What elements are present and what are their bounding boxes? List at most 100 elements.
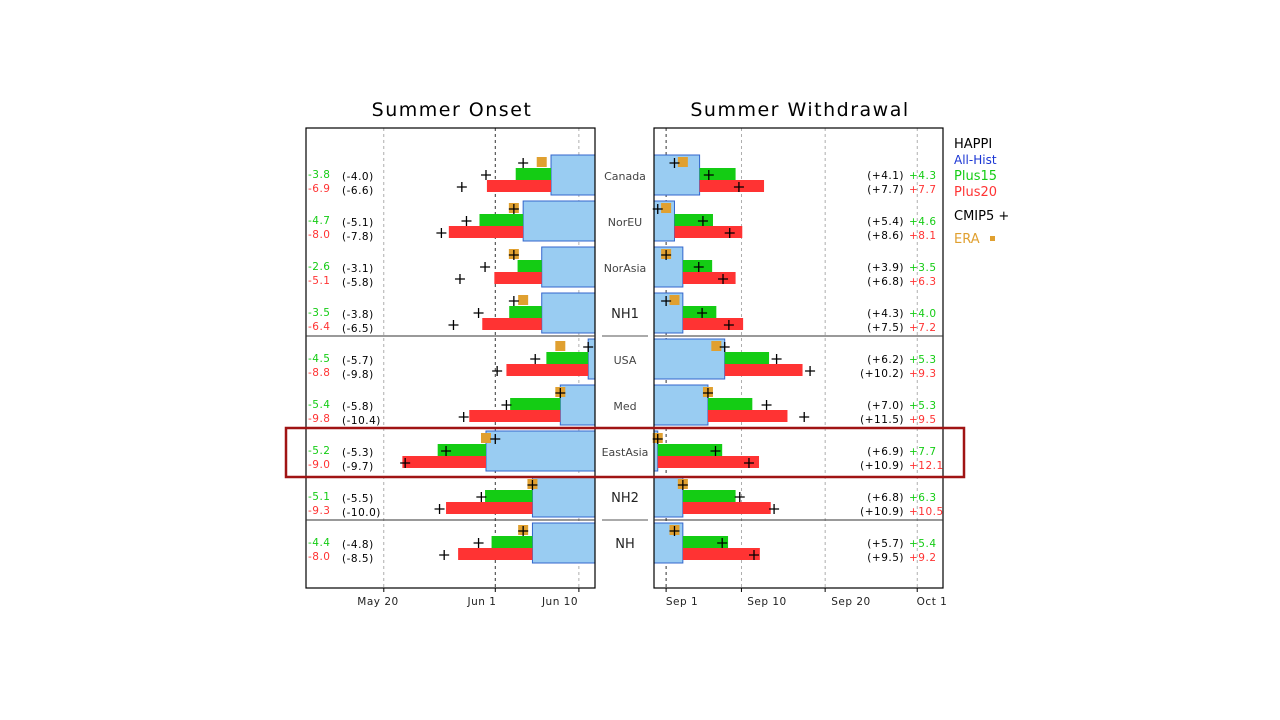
cmip5-hist-marker — [527, 480, 538, 490]
era-marker — [518, 295, 529, 305]
cmip5-plus20-value: (-7.8) — [342, 231, 374, 243]
plus20-value: +10.5 — [909, 506, 944, 518]
panel-frame — [653, 127, 944, 589]
cmip5-hist-marker — [508, 296, 519, 306]
markers-layer — [400, 157, 816, 560]
plus20-value: -9.3 — [308, 505, 331, 517]
plus15-value: +3.5 — [909, 262, 937, 274]
era-marker — [677, 157, 688, 167]
legend-era-swatch — [990, 236, 995, 241]
cmip5-plus15-value: (+6.2) — [867, 354, 904, 366]
region-label: NH1 — [611, 307, 639, 322]
cmip5-plus20-value: (-6.5) — [342, 323, 374, 335]
highlight-box — [284, 426, 966, 479]
plus15-bar — [699, 168, 736, 180]
cmip5-plus20-marker — [439, 550, 450, 560]
panel-frame — [305, 127, 596, 589]
all-hist-bar — [522, 200, 596, 242]
cmip5-plus20-marker — [400, 458, 411, 468]
cmip5-hist-marker — [583, 342, 594, 352]
x-tick-label: Sep 10 — [747, 596, 787, 608]
cmip5-plus15-value: (-4.8) — [342, 539, 374, 551]
cmip5-plus20-value: (+7.7) — [867, 184, 904, 196]
plus15-value: +5.4 — [909, 538, 937, 550]
x-tick-label: Jun 1 — [467, 596, 497, 608]
plus15-value: -5.2 — [308, 445, 331, 457]
all-hist-bar — [541, 246, 596, 288]
cmip5-hist-marker — [518, 158, 529, 168]
region-label: Med — [613, 400, 636, 413]
legend-item: Plus15 — [954, 169, 997, 184]
plus20-value: -6.9 — [308, 183, 331, 195]
cmip5-plus20-marker — [799, 412, 810, 422]
cmip5-plus15-value: (+5.4) — [867, 216, 904, 228]
cmip5-plus20-value: (-5.8) — [342, 277, 374, 289]
all-hist-bar — [550, 154, 596, 196]
cmip5-plus20-value: (+10.9) — [860, 460, 904, 472]
era-marker — [480, 433, 491, 443]
cmip5-plus20-marker — [492, 366, 503, 376]
era-marker — [661, 203, 672, 213]
plus15-bar — [724, 352, 770, 364]
era-marker — [555, 341, 566, 351]
cmip5-plus15-marker — [703, 170, 714, 180]
cmip5-plus20-value: (-9.8) — [342, 369, 374, 381]
all-hist-bar — [531, 522, 596, 564]
cmip5-plus15-marker — [473, 308, 484, 318]
plus20-value: -8.0 — [308, 551, 331, 563]
plus15-bar — [682, 306, 717, 318]
plus15-bar — [682, 536, 729, 548]
legend-title: HAPPI — [954, 137, 992, 152]
era-marker — [669, 295, 680, 305]
plus20-value: +6.3 — [909, 276, 937, 288]
plus15-value: +7.7 — [909, 446, 937, 458]
plus15-bar — [682, 490, 736, 502]
plus20-value: +9.5 — [909, 414, 937, 426]
plus15-value: -3.5 — [308, 307, 331, 319]
cmip5-plus15-marker — [461, 216, 472, 226]
era-marker — [711, 341, 722, 351]
plus20-bar — [448, 226, 524, 238]
cmip5-hist-marker — [508, 204, 519, 214]
plus20-bar — [482, 318, 542, 330]
plus20-value: -6.4 — [308, 321, 331, 333]
plus15-value: -5.4 — [308, 399, 331, 411]
cmip5-hist-marker — [719, 342, 730, 352]
plus15-value: +4.3 — [909, 170, 937, 182]
region-label: NorEU — [608, 216, 642, 229]
cmip5-plus15-value: (-3.1) — [342, 263, 374, 275]
plus20-bar — [494, 272, 542, 284]
region-label: NorAsia — [604, 262, 647, 275]
cmip5-plus15-marker — [501, 400, 512, 410]
cmip5-plus15-marker — [710, 446, 721, 456]
all-hist-bar — [653, 154, 701, 196]
plus20-bar — [458, 548, 533, 560]
plus20-bar — [486, 180, 552, 192]
cmip5-plus20-marker — [733, 182, 744, 192]
plus20-value: -9.8 — [308, 413, 331, 425]
cmip5-hist-marker — [669, 526, 680, 536]
cmip5-plus15-value: (-5.5) — [342, 493, 374, 505]
plus15-bar — [657, 444, 723, 456]
plus15-bar — [515, 168, 552, 180]
plus15-value: +5.3 — [909, 354, 937, 366]
cmip5-plus15-marker — [697, 216, 708, 226]
plus15-bar — [485, 490, 533, 502]
cmip5-plus20-marker — [769, 504, 780, 514]
plus15-bar — [437, 444, 486, 456]
plus15-value: +5.3 — [909, 400, 937, 412]
plus15-value: -4.4 — [308, 537, 331, 549]
plus20-value: -9.0 — [308, 459, 331, 471]
plus20-value: +9.2 — [909, 552, 937, 564]
region-label: NH — [615, 537, 635, 552]
cmip5-plus20-value: (-10.4) — [342, 415, 381, 427]
plus20-bar — [469, 410, 561, 422]
legend-item: All-Hist — [954, 153, 997, 167]
cmip5-plus20-value: (+10.9) — [860, 506, 904, 518]
cmip5-hist-marker — [702, 388, 713, 398]
plus15-bar — [707, 398, 753, 410]
plus15-bar — [509, 306, 542, 318]
plus15-value: -4.7 — [308, 215, 331, 227]
cmip5-plus20-marker — [434, 504, 445, 514]
